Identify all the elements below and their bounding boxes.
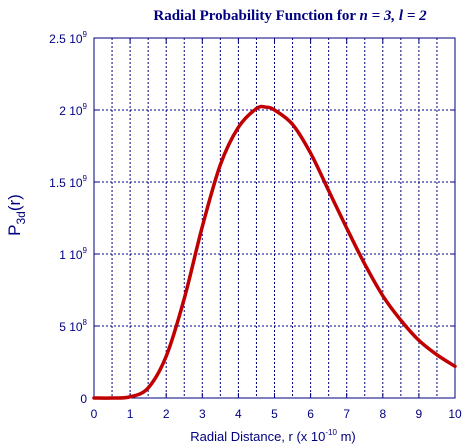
y-tick-label: 1.5 109: [49, 174, 87, 190]
x-tick-label: 3: [199, 407, 206, 421]
x-axis-label-main: Radial Distance, r (x 10: [190, 429, 325, 444]
x-axis-label-suffix: m): [337, 429, 356, 444]
y-tick-mantissa: 0: [80, 392, 87, 406]
chart-title-l-eq: = 2: [403, 8, 427, 24]
y-tick-mantissa: 1.5 10: [49, 176, 83, 190]
y-axis-label: P3d(r): [5, 194, 28, 236]
y-tick-label: 5 108: [59, 318, 87, 334]
y-tick-mantissa: 2.5 10: [49, 32, 83, 46]
y-tick-mantissa: 5 10: [59, 320, 83, 334]
chart-title: Radial Probability Function for n = 3, l…: [153, 8, 427, 24]
x-tick-label: 7: [343, 407, 350, 421]
y-tick-mantissa: 2 10: [59, 104, 83, 118]
x-tick-label: 10: [448, 407, 462, 421]
y-tick-exponent: 8: [83, 318, 88, 327]
x-tick-label: 2: [163, 407, 170, 421]
x-axis-label-exponent: -10: [325, 428, 337, 437]
x-axis-label: Radial Distance, r (x 10-10 m): [190, 428, 355, 444]
series-line: [92, 104, 457, 400]
y-tick-label: 2.5 109: [49, 30, 87, 46]
y-tick-exponent: 9: [83, 174, 88, 183]
grid: [94, 38, 455, 398]
chart-title-l: l: [399, 8, 404, 24]
y-tick-label: 2 109: [59, 102, 87, 118]
y-axis-label-subscript: 3d: [14, 211, 28, 224]
y-tick-exponent: 9: [83, 246, 88, 255]
x-tick-label: 6: [307, 407, 314, 421]
x-tick-label: 9: [416, 407, 423, 421]
y-tick-mantissa: 1 10: [59, 248, 83, 262]
y-tick-exponent: 9: [83, 30, 88, 39]
series-layer: [92, 104, 457, 400]
chart-title-prefix: Radial Probability Function for: [153, 8, 359, 24]
x-tick-label: 5: [271, 407, 278, 421]
x-tick-label: 1: [127, 407, 134, 421]
y-tick-exponent: 9: [83, 102, 88, 111]
chart-title-n: n: [360, 8, 368, 24]
y-tick-label: 0: [80, 392, 87, 406]
chart-title-n-eq: = 3,: [368, 8, 399, 24]
y-axis-label-main: P: [5, 225, 24, 236]
x-tick-label: 0: [91, 407, 98, 421]
y-tick-label: 1 109: [59, 246, 87, 262]
x-tick-label: 4: [235, 407, 242, 421]
y-axis-label-suffix: (r): [5, 194, 24, 211]
x-tick-label: 8: [379, 407, 386, 421]
